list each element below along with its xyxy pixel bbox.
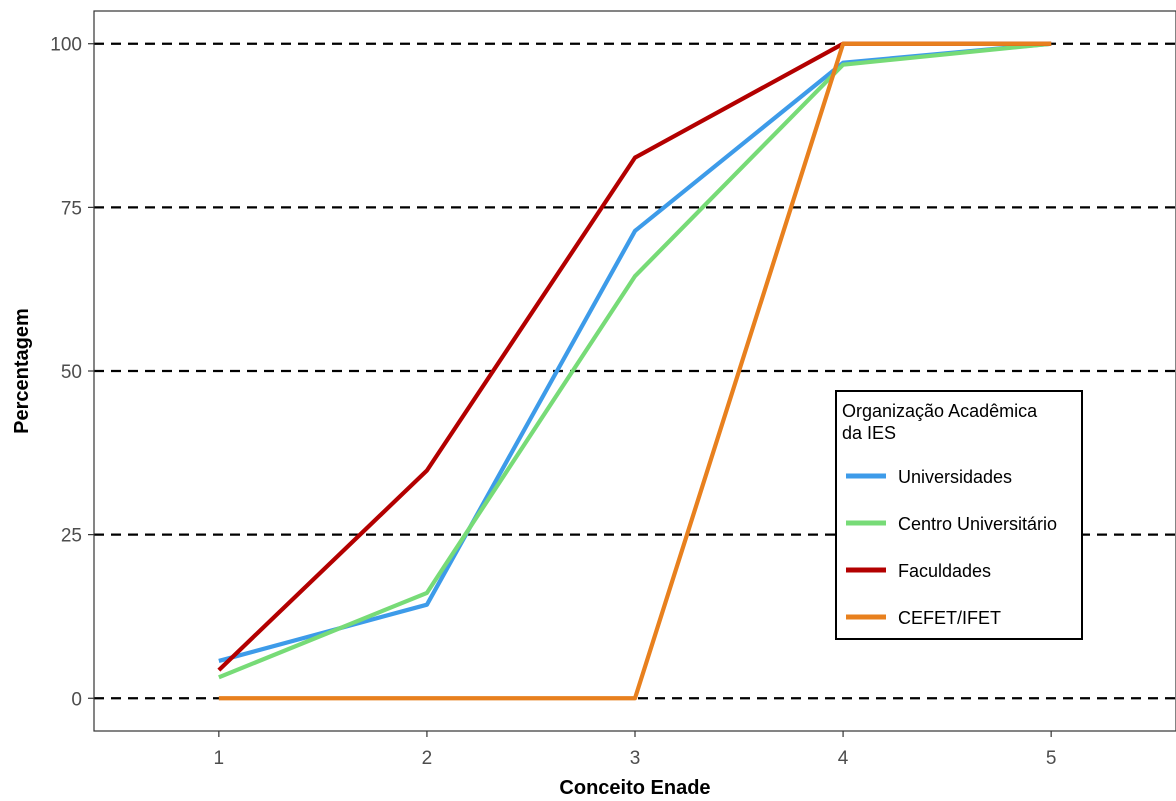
y-tick-label: 0 — [71, 689, 82, 710]
y-tick-label: 75 — [61, 198, 82, 219]
legend-item-label: CEFET/IFET — [898, 608, 1001, 628]
series-line-cefet-ifet — [218, 41, 1052, 701]
legend-title: da IES — [842, 423, 896, 443]
x-tick-label: 2 — [422, 748, 433, 769]
legend-item-label: Faculdades — [898, 561, 991, 581]
series-line-centro-universit-rio — [218, 41, 1052, 680]
y-axis: 0 25 50 75 100 — [50, 35, 94, 710]
x-tick-label: 4 — [838, 748, 849, 769]
y-tick-label: 50 — [61, 362, 82, 383]
legend-box — [835, 390, 1083, 640]
x-axis-title: Conceito Enade — [559, 777, 710, 799]
x-tick-label: 1 — [214, 748, 225, 769]
y-axis-title: Percentagem — [11, 308, 33, 434]
x-axis: 1 2 3 4 5 — [214, 731, 1057, 769]
legend-title: Organização Acadêmica — [842, 401, 1038, 421]
y-tick-label: 100 — [50, 35, 82, 56]
x-tick-label: 3 — [630, 748, 641, 769]
series-lines — [217, 41, 1052, 701]
x-tick-label: 5 — [1046, 748, 1057, 769]
legend-item-label: Centro Universitário — [898, 514, 1057, 534]
legend-item-label: Universidades — [898, 467, 1012, 487]
y-tick-label: 25 — [61, 526, 82, 547]
